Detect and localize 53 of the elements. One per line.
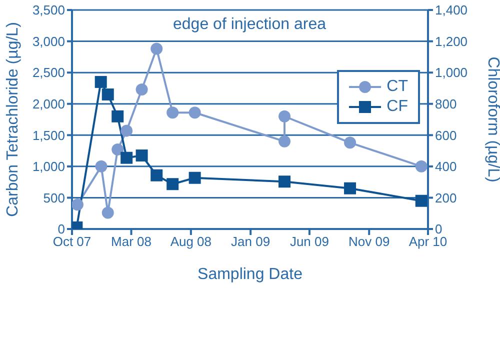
point [150, 169, 163, 182]
x-axis-title: Sampling Date [198, 266, 303, 283]
y2-tick-label: 400 [435, 159, 457, 174]
y2-tick-label: 600 [435, 128, 457, 143]
point [278, 176, 291, 188]
point [150, 42, 163, 55]
point [136, 83, 148, 96]
point [94, 76, 107, 88]
y-axis-title: Carbon Tetrachloride (µg/L) [4, 22, 22, 217]
y-tick-label: 1,000 [32, 159, 65, 174]
y2-tick-label: 1,200 [435, 34, 468, 49]
point [344, 182, 356, 194]
y-tick-label: 1,500 [32, 128, 65, 143]
point [278, 110, 291, 122]
point [136, 149, 148, 162]
annotation: edge of injection area [172, 16, 327, 34]
point [102, 206, 114, 219]
x-tick-label: Mar 08 [111, 234, 152, 250]
x-tick-label: Oct 07 [52, 234, 92, 250]
point [120, 124, 133, 137]
point [415, 160, 428, 172]
point [102, 88, 114, 100]
point [166, 106, 179, 119]
point [188, 106, 201, 119]
legend-label: CT [386, 78, 408, 96]
legend-label: CF [386, 98, 408, 116]
x-tick-label: Jan 09 [231, 234, 270, 250]
y-tick-label: 3,500 [32, 2, 65, 18]
point [72, 198, 84, 211]
y2-tick-label: 200 [435, 190, 457, 206]
y2-tick-label: 1,400 [435, 2, 468, 18]
y-tick-label: 0 [58, 222, 65, 237]
y-tick-label: 500 [43, 190, 65, 206]
x-tick-label: Aug 08 [170, 234, 212, 250]
y-tick-label: 2,000 [32, 96, 65, 112]
y-tick-label: 3,000 [32, 34, 65, 49]
point [95, 160, 108, 172]
y2-axis-title: Chloroform (µg/L) [484, 56, 500, 182]
point [112, 144, 124, 156]
point [344, 136, 356, 149]
point [120, 152, 133, 164]
y2-tick-label: 1,000 [435, 65, 468, 80]
x-tick-label: Jun 09 [290, 234, 329, 250]
y2-tick-label: 800 [435, 96, 457, 112]
x-tick-label: Apr 10 [408, 234, 448, 250]
y2-tick-label: 0 [435, 222, 442, 237]
x-tick-label: Nov 09 [348, 234, 390, 250]
point [166, 178, 179, 190]
point [278, 135, 291, 148]
point [112, 110, 124, 122]
y-tick-label: 2,500 [32, 65, 65, 80]
point [415, 194, 428, 207]
point [188, 172, 201, 184]
